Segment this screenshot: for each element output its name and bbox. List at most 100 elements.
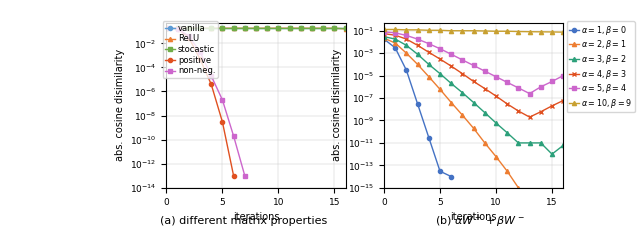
Line: stocastic: stocastic [164, 26, 348, 30]
stocastic [163, 27, 170, 30]
ReLU [219, 27, 227, 30]
$\alpha=10, \beta=9$ [380, 28, 388, 31]
$\alpha=10, \beta=9$ [504, 30, 511, 33]
vanilla [286, 27, 294, 30]
non-neg. [241, 174, 249, 177]
$\alpha=1, \beta=0$ [392, 46, 399, 49]
$\alpha=4, \beta=3$ [504, 103, 511, 105]
stocastic [219, 27, 227, 30]
$\alpha=4, \beta=3$ [537, 110, 545, 113]
$\alpha=2, \beta=1$ [504, 170, 511, 173]
positıve [196, 58, 204, 60]
stocastic [319, 27, 327, 30]
ReLU [331, 27, 339, 30]
positıve [185, 36, 193, 39]
$\alpha=4, \beta=3$ [392, 34, 399, 37]
$\alpha=2, \beta=1$ [380, 37, 388, 39]
Line: $\alpha=2, \beta=1$: $\alpha=2, \beta=1$ [382, 36, 520, 190]
$\alpha=2, \beta=1$ [492, 155, 500, 158]
stocastic [342, 27, 349, 30]
$\alpha=3, \beta=2$ [436, 72, 444, 75]
ReLU [196, 27, 204, 30]
ReLU [230, 27, 237, 30]
ReLU [264, 27, 271, 30]
positıve [219, 120, 227, 123]
$\alpha=1, \beta=0$ [380, 38, 388, 41]
X-axis label: iterations: iterations [233, 212, 279, 222]
$\alpha=10, \beta=9$ [470, 29, 477, 32]
ReLU [308, 27, 316, 30]
non-neg. [230, 135, 237, 137]
Y-axis label: abs. cosine disimilarity: abs. cosine disimilarity [115, 49, 125, 161]
$\alpha=4, \beta=3$ [403, 38, 410, 41]
$\alpha=5, \beta=4$ [436, 47, 444, 50]
$\alpha=10, \beta=9$ [515, 30, 522, 33]
$\alpha=5, \beta=4$ [481, 70, 489, 73]
stocastic [174, 27, 182, 30]
vanilla [163, 27, 170, 30]
$\alpha=4, \beta=3$ [436, 58, 444, 60]
$\alpha=10, \beta=9$ [414, 28, 422, 31]
$\alpha=2, \beta=1$ [470, 127, 477, 130]
ReLU [207, 27, 215, 30]
$\alpha=10, \beta=9$ [447, 29, 455, 32]
$\alpha=4, \beta=3$ [470, 80, 477, 83]
X-axis label: iterations: iterations [451, 212, 497, 222]
$\alpha=5, \beta=4$ [403, 34, 410, 37]
ReLU [174, 27, 182, 30]
$\alpha=3, \beta=2$ [481, 111, 489, 114]
vanilla [331, 27, 339, 30]
$\alpha=10, \beta=9$ [436, 29, 444, 32]
$\alpha=2, \beta=1$ [403, 52, 410, 55]
Line: non-neg.: non-neg. [164, 26, 247, 178]
vanilla [252, 27, 260, 30]
stocastic [286, 27, 294, 30]
ReLU [275, 27, 282, 30]
$\alpha=3, \beta=2$ [526, 142, 534, 144]
$\alpha=10, \beta=9$ [526, 30, 534, 33]
stocastic [196, 27, 204, 30]
stocastic [207, 27, 215, 30]
$\alpha=10, \beta=9$ [492, 30, 500, 33]
$\alpha=4, \beta=3$ [481, 87, 489, 90]
$\alpha=2, \beta=1$ [392, 42, 399, 44]
non-neg. [207, 74, 215, 77]
$\alpha=3, \beta=2$ [447, 82, 455, 85]
$\alpha=1, \beta=0$ [414, 103, 422, 105]
$\alpha=2, \beta=1$ [414, 63, 422, 66]
$\alpha=5, \beta=4$ [515, 87, 522, 89]
Line: $\alpha=5, \beta=4$: $\alpha=5, \beta=4$ [382, 30, 565, 96]
Text: (a) different matrix properties: (a) different matrix properties [159, 216, 327, 226]
ReLU [185, 27, 193, 30]
$\alpha=5, \beta=4$ [459, 59, 467, 61]
$\alpha=1, \beta=0$ [447, 175, 455, 178]
Line: $\alpha=3, \beta=2$: $\alpha=3, \beta=2$ [382, 35, 565, 156]
$\alpha=4, \beta=3$ [425, 51, 433, 54]
$\alpha=3, \beta=2$ [459, 91, 467, 94]
$\alpha=5, \beta=4$ [492, 75, 500, 78]
stocastic [308, 27, 316, 30]
$\alpha=5, \beta=4$ [559, 74, 567, 77]
stocastic [264, 27, 271, 30]
vanilla [264, 27, 271, 30]
stocastic [185, 27, 193, 30]
$\alpha=3, \beta=2$ [537, 142, 545, 144]
positıve [230, 174, 237, 177]
$\alpha=2, \beta=1$ [515, 186, 522, 189]
$\alpha=3, \beta=2$ [504, 131, 511, 134]
non-neg. [163, 27, 170, 30]
non-neg. [174, 27, 182, 30]
stocastic [241, 27, 249, 30]
non-neg. [196, 50, 204, 53]
$\alpha=10, \beta=9$ [548, 31, 556, 33]
$\alpha=4, \beta=3$ [548, 104, 556, 107]
$\alpha=2, \beta=1$ [425, 75, 433, 78]
$\alpha=10, \beta=9$ [481, 30, 489, 32]
Text: (b) $\alpha W^+ + \beta W^-$: (b) $\alpha W^+ + \beta W^-$ [435, 212, 525, 229]
ReLU [297, 27, 305, 30]
$\alpha=10, \beta=9$ [537, 30, 545, 33]
vanilla [275, 27, 282, 30]
positıve [163, 27, 170, 30]
Line: $\alpha=10, \beta=9$: $\alpha=10, \beta=9$ [382, 27, 565, 34]
$\alpha=10, \beta=9$ [459, 29, 467, 32]
